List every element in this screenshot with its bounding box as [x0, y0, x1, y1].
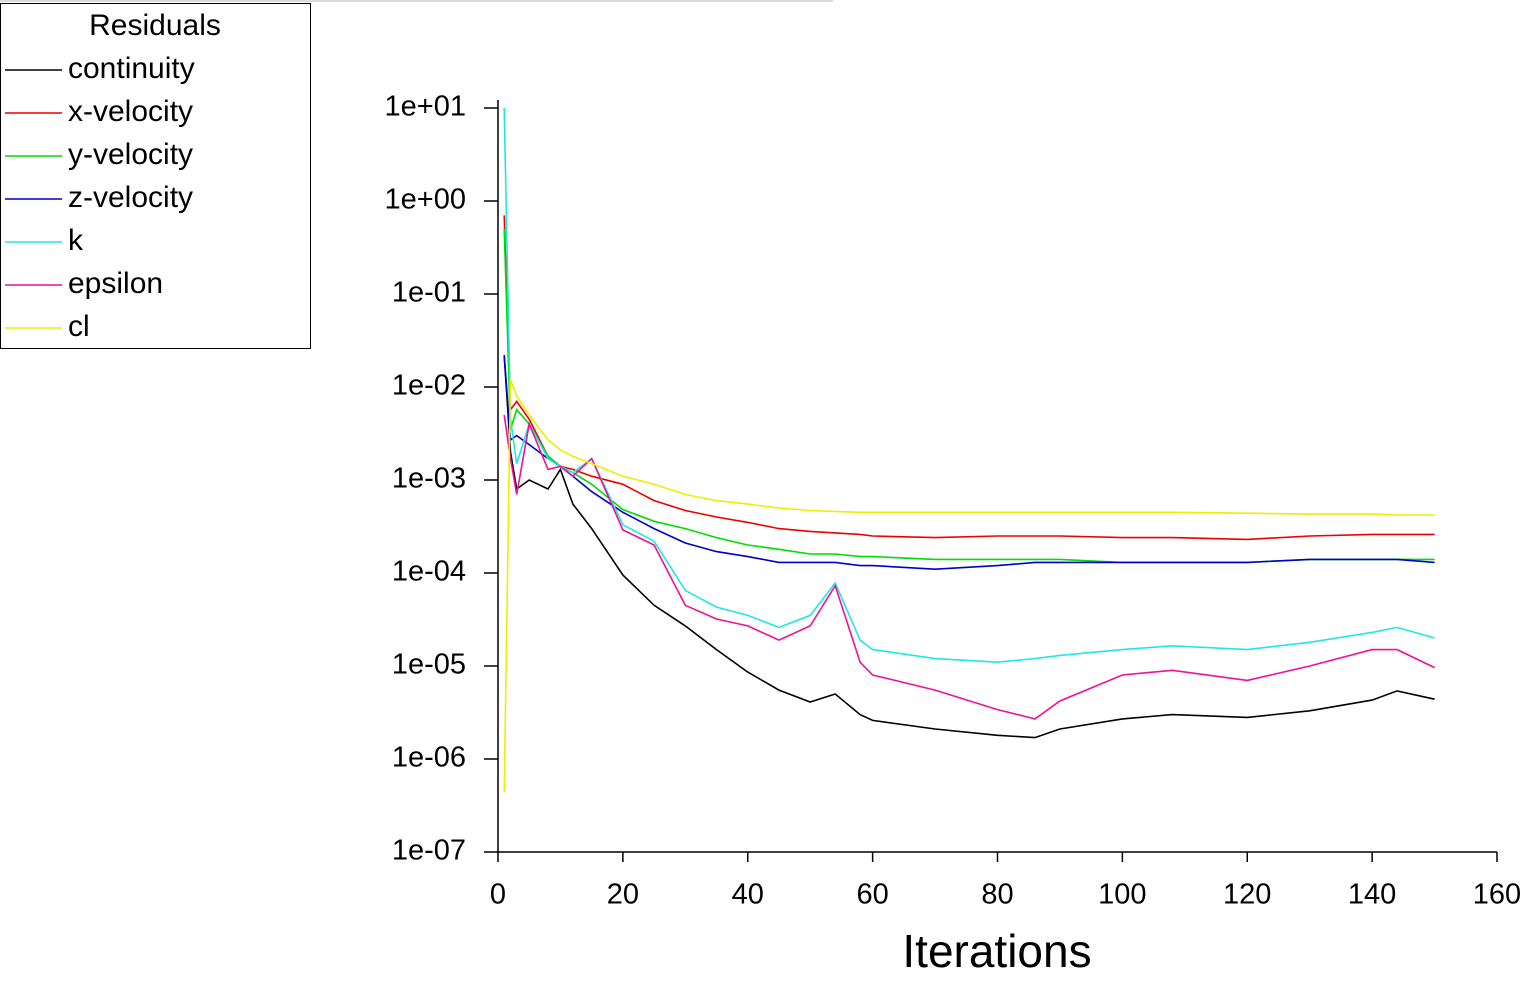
y-tick-label: 1e-06	[392, 742, 466, 774]
residual-line	[503, 355, 1435, 739]
residual-line	[503, 107, 1435, 664]
legend-box	[0, 3, 311, 349]
legend-label: k	[68, 224, 84, 257]
legend-label: continuity	[68, 52, 195, 85]
x-axis-label: Iterations	[902, 925, 1091, 976]
legend-title: Residuals	[89, 9, 221, 42]
x-tick-label: 40	[732, 879, 764, 911]
legend-label: epsilon	[68, 267, 163, 300]
y-tick-label: 1e-01	[392, 277, 466, 309]
x-tick-label: 120	[1223, 879, 1271, 911]
x-tick-label: 160	[1473, 879, 1521, 911]
residual-line	[503, 215, 1435, 541]
residual-line	[503, 379, 1435, 793]
y-tick-label: 1e+01	[385, 91, 466, 123]
y-tick-label: 1e-04	[392, 556, 466, 588]
y-tick-label: 1e-02	[392, 370, 466, 402]
x-tick-label: 20	[607, 879, 639, 911]
x-tick-label: 140	[1348, 879, 1396, 911]
residual-line	[503, 414, 1435, 720]
legend-label: x-velocity	[68, 95, 193, 128]
x-tick-label: 0	[490, 879, 506, 911]
legend-label: y-velocity	[68, 138, 193, 171]
y-tick-label: 1e-05	[392, 649, 466, 681]
x-tick-label: 100	[1098, 879, 1146, 911]
y-tick-label: 1e-07	[392, 835, 466, 867]
legend-label: z-velocity	[68, 181, 193, 214]
x-tick-label: 80	[981, 879, 1013, 911]
y-tick-label: 1e-03	[392, 463, 466, 495]
legend-label: cl	[68, 310, 90, 343]
x-tick-label: 60	[856, 879, 888, 911]
y-tick-label: 1e+00	[385, 184, 466, 216]
